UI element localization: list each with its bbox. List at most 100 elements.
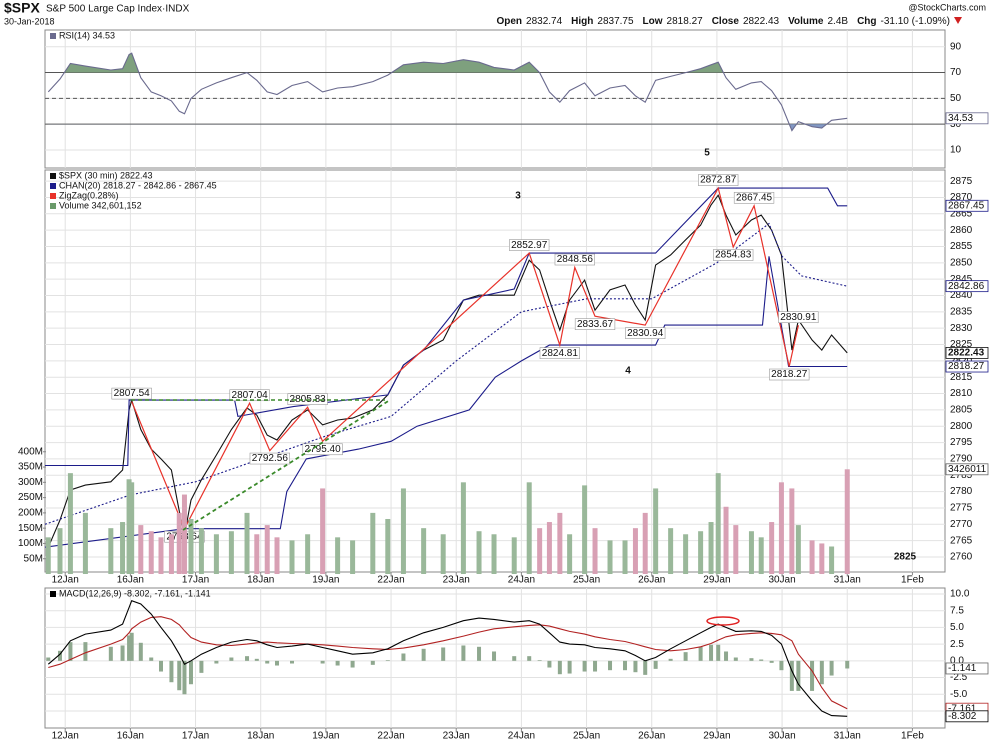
value-badge: -7.161 (948, 703, 977, 714)
x-tick-label: 29Jan (703, 731, 730, 742)
y-tick-label: 2780 (950, 486, 973, 497)
histogram-bar (709, 644, 714, 661)
x-tick-label: 31Jan (834, 575, 861, 586)
y-tick-label: 50 (950, 93, 962, 104)
volume-bar (769, 522, 775, 574)
y-tick-label: 30 (950, 119, 962, 130)
trend-line (182, 399, 391, 531)
volume-bar (289, 540, 295, 574)
x-tick-label: 18Jan (247, 731, 274, 742)
volume-bar (158, 537, 164, 574)
volume-bar (758, 537, 764, 574)
x-tick-label: 23Jan (443, 731, 470, 742)
volume-bar (460, 482, 466, 574)
volume-bar (254, 534, 260, 574)
y-tick-label: 90 (950, 41, 962, 52)
y-tick-label: 2775 (950, 503, 973, 514)
x-tick-label: 16Jan (117, 575, 144, 586)
volume-bar (126, 479, 132, 574)
legend-text: ZigZag(0.28%) (59, 190, 119, 200)
zigzag-label-box (574, 318, 616, 330)
x-tick-label: 30Jan (768, 575, 795, 586)
histogram-bar (108, 646, 113, 661)
volume-bar (148, 531, 154, 574)
volume-bar (244, 512, 250, 574)
y-tick-label: -2.5 (950, 672, 968, 683)
wave-label: 5 (704, 148, 710, 159)
value-badge-box (945, 710, 989, 723)
panel (44, 29, 946, 169)
y-tick-label: -5.0 (950, 689, 968, 700)
wave-label: 3 (515, 191, 521, 202)
volume-bar (176, 512, 182, 574)
zigzag-label-box (713, 249, 754, 261)
value-badge-box (945, 463, 989, 476)
quote: Open 2832.74 High 2837.75 Low 2818.27 Close 282… (496, 16, 950, 27)
volume-bar (778, 482, 784, 574)
volume-bar (168, 534, 174, 574)
series-line (47, 52, 848, 132)
symbol: $SPX (4, 0, 40, 16)
value-badge: 2842.86 (948, 281, 985, 292)
x-tick-label: 16Jan (117, 731, 144, 742)
legend-swatch (50, 591, 56, 597)
x-tick-label: 17Jan (182, 731, 209, 742)
volume-bar (370, 512, 376, 574)
histogram-bar (608, 660, 613, 671)
histogram-bar (819, 660, 824, 685)
y2-tick-label: 400M (18, 446, 43, 457)
volume-bar (511, 537, 517, 574)
volume-bar (708, 522, 714, 574)
x-tick-label: 22Jan (377, 575, 404, 586)
watermark: @StockCharts.com (908, 2, 986, 12)
volume-bar (335, 537, 341, 574)
y2-tick-label: 200M (18, 508, 43, 519)
wave-label: 4 (625, 366, 631, 377)
histogram-bar (668, 658, 673, 661)
value-badge: -1.141 (948, 663, 977, 674)
y-tick-label: 2825 (950, 339, 973, 350)
histogram-bar (698, 646, 703, 661)
quote-label: Low (643, 16, 663, 27)
x-tick-label: 31Jan (834, 731, 861, 742)
quote-value: 2.4B (827, 16, 848, 27)
value-badge: 2867.45 (948, 200, 985, 211)
histogram-bar (385, 660, 390, 661)
zigzag-label: 2852.97 (511, 240, 548, 251)
zigzag-label-box (249, 452, 290, 465)
zigzag-label: 2867.45 (736, 192, 773, 203)
y-tick-label: 2835 (950, 306, 973, 317)
histogram-bar (461, 645, 466, 661)
quote-value: 2832.74 (526, 16, 563, 27)
y-tick-label: 2860 (950, 225, 973, 236)
histogram-bar (149, 657, 154, 661)
zigzag-label-box (778, 311, 819, 324)
volume-bar (844, 469, 850, 574)
x-tick-label: 12Jan (52, 575, 79, 586)
histogram-bar (275, 660, 280, 666)
volume-bar (129, 482, 135, 574)
y-tick-label: 2765 (950, 535, 973, 546)
histogram-bar (643, 660, 648, 675)
y-tick-label: 2760 (950, 552, 973, 563)
histogram-bar (567, 660, 572, 674)
quote-label: High (571, 16, 593, 27)
histogram-bar (289, 660, 294, 664)
value-badge: 2822.43 (948, 348, 985, 359)
volume-bar (476, 531, 482, 574)
series-line (48, 616, 848, 710)
zigzag-label-box (509, 239, 550, 251)
value-badge-box (945, 280, 989, 293)
histogram-bar (829, 660, 834, 676)
volume-bar (188, 518, 194, 574)
volume-bar (421, 528, 427, 574)
zigzag-label: 2830.91 (780, 312, 817, 323)
histogram-bar (182, 660, 187, 695)
volume-bar (120, 522, 126, 574)
histogram-bar (441, 647, 446, 661)
y2-tick-label: 250M (18, 492, 43, 503)
histogram-bar (845, 660, 850, 669)
histogram-bar (492, 651, 497, 661)
zigzag-label-box (539, 347, 580, 359)
